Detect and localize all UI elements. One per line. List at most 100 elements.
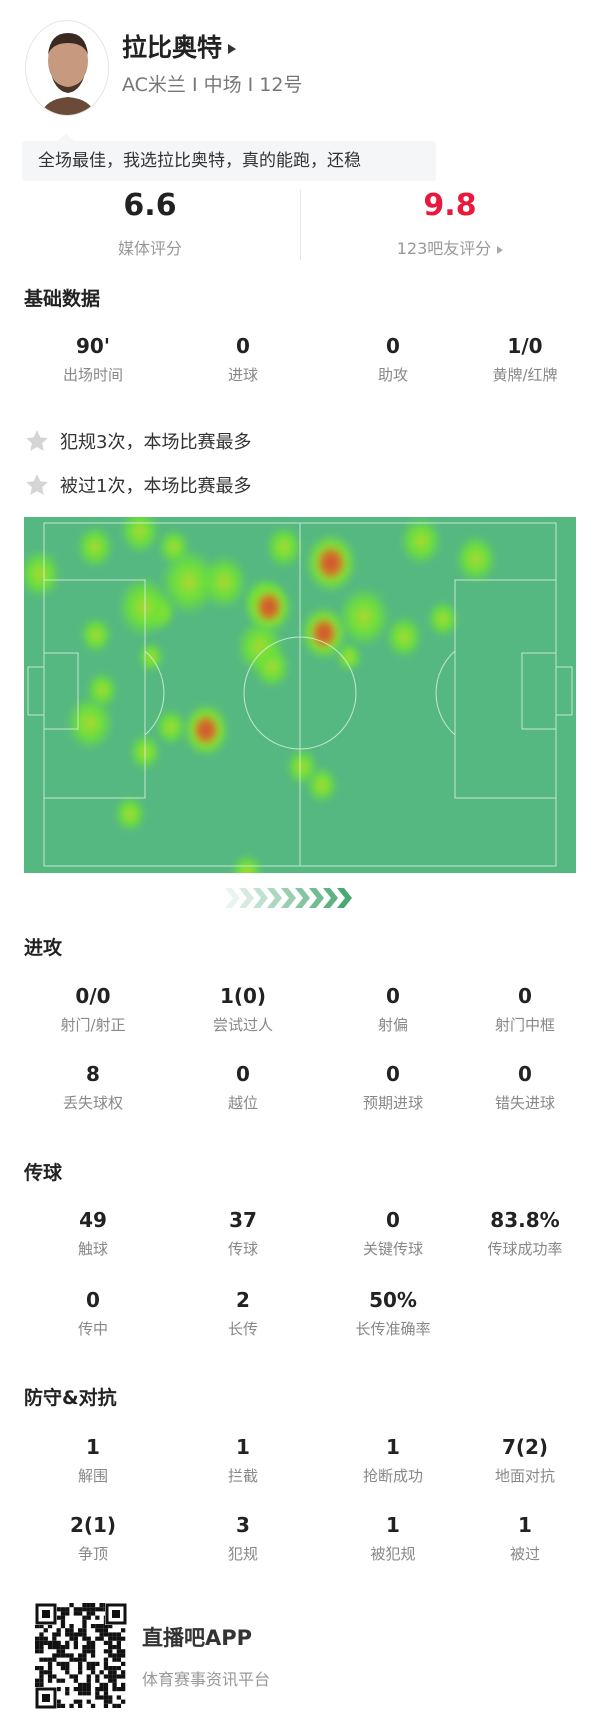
stat-cell: 3 犯规 — [168, 1513, 318, 1564]
stat-label: 传中 — [77, 1320, 108, 1338]
section-title-basic: 基础数据 — [24, 288, 101, 310]
stat-cell: 0 传中 — [18, 1288, 168, 1339]
stat-value: 2(1) — [69, 1513, 117, 1537]
media-rating-value: 6.6 — [123, 188, 177, 223]
stat-cell: 0 射门中框 — [450, 984, 600, 1035]
section-title-defense: 防守&对抗 — [24, 1387, 117, 1409]
app-name: 直播吧APP — [142, 1626, 253, 1650]
heat-spot — [338, 587, 390, 647]
stat-cell: 83.8% 传球成功率 — [450, 1208, 600, 1259]
chevron-right-icon — [239, 888, 254, 908]
stat-value: 1 — [518, 1513, 532, 1537]
heat-spot — [80, 617, 112, 653]
stat-label: 越位 — [227, 1094, 258, 1112]
stat-label: 长传准确率 — [355, 1320, 431, 1338]
heat-spot — [200, 555, 248, 609]
stat-label: 拦截 — [227, 1467, 258, 1485]
chevron-right-icon — [281, 888, 296, 908]
heat-spot — [182, 703, 230, 757]
heat-spot — [265, 526, 303, 568]
stat-value: 0 — [386, 1208, 400, 1232]
stat-cell: 0 预期进球 — [318, 1062, 468, 1113]
stat-value: 49 — [79, 1208, 107, 1232]
heat-spot — [427, 601, 459, 637]
stat-cell: 2(1) 争顶 — [18, 1513, 168, 1564]
player-avatar[interactable] — [25, 20, 109, 116]
stat-value: 0 — [236, 1062, 250, 1086]
stat-cell: 0 助攻 — [318, 334, 468, 385]
stat-label: 被过 — [509, 1545, 540, 1563]
stat-label: 地面对抗 — [494, 1467, 555, 1485]
heat-spot — [19, 550, 61, 598]
stat-cell: 1/0 黄牌/红牌 — [450, 334, 600, 385]
media-rating: 6.6 媒体评分 — [0, 188, 300, 259]
stat-label: 黄牌/红牌 — [492, 366, 558, 384]
stat-value: 1 — [236, 1435, 250, 1459]
stat-cell: 0 进球 — [168, 334, 318, 385]
stat-label: 丢失球权 — [62, 1094, 123, 1112]
section-title-attack: 进攻 — [24, 937, 63, 959]
stat-cell: 0 射偏 — [318, 984, 468, 1035]
stat-value: 8 — [86, 1062, 100, 1086]
stat-label: 被犯规 — [370, 1545, 416, 1563]
stat-value: 0 — [386, 984, 400, 1008]
stat-label: 射偏 — [377, 1016, 408, 1034]
heat-spot — [160, 549, 218, 615]
player-name-link[interactable]: 拉比奥特 — [122, 28, 237, 64]
chevron-right-icon — [253, 888, 268, 908]
heat-spot — [306, 767, 338, 803]
app-slogan: 体育赛事资讯平台 — [142, 1670, 271, 1689]
attack-direction-arrows — [225, 886, 380, 914]
stat-value: 0/0 — [75, 984, 111, 1008]
chevron-right-icon — [337, 888, 352, 908]
fan-rating-label-text: 123吧友评分 — [396, 239, 492, 258]
stat-cell: 0/0 射门/射正 — [18, 984, 168, 1035]
caret-right-icon — [228, 44, 237, 54]
stat-value: 1 — [386, 1435, 400, 1459]
stat-value: 37 — [229, 1208, 257, 1232]
stat-label: 抢断成功 — [362, 1467, 423, 1485]
stat-value: 7(2) — [501, 1435, 549, 1459]
heat-spot — [76, 526, 114, 568]
player-info: AC米兰 I 中场 I 12号 — [122, 74, 303, 96]
stat-value: 1(0) — [219, 984, 267, 1008]
fan-rating[interactable]: 9.8 123吧友评分 — [300, 188, 600, 259]
stat-label: 长传 — [227, 1320, 258, 1338]
stat-label: 传球成功率 — [487, 1240, 563, 1258]
star-icon — [26, 430, 48, 451]
stat-label: 预期进球 — [362, 1094, 423, 1112]
section-title-passing: 传球 — [24, 1162, 63, 1184]
star-icon — [26, 474, 48, 495]
stat-label: 关键传球 — [362, 1240, 423, 1258]
stat-cell: 8 丢失球权 — [18, 1062, 168, 1113]
stat-value: 83.8% — [490, 1208, 560, 1232]
highlight-text: 被过1次，本场比赛最多 — [60, 476, 252, 497]
media-rating-label: 媒体评分 — [117, 239, 182, 258]
stat-label: 出场时间 — [62, 366, 123, 384]
player-name: 拉比奥特 — [122, 33, 223, 62]
qr-code — [35, 1603, 127, 1709]
stat-value: 50% — [369, 1288, 417, 1312]
stat-cell: 7(2) 地面对抗 — [450, 1435, 600, 1486]
heat-spot — [385, 616, 423, 658]
stat-cell: 1 解围 — [18, 1435, 168, 1486]
heat-spot — [118, 577, 170, 637]
stat-cell: 1(0) 尝试过人 — [168, 984, 318, 1035]
chevron-right-icon — [309, 888, 324, 908]
stat-cell: 1 被过 — [450, 1513, 600, 1564]
heatmap — [19, 508, 576, 890]
heat-spot — [155, 709, 187, 745]
fan-rating-value: 9.8 — [423, 188, 477, 223]
stat-cell: 1 抢断成功 — [318, 1435, 468, 1486]
stat-value: 0 — [386, 334, 400, 358]
stat-cell: 0 关键传球 — [318, 1208, 468, 1259]
heat-spot — [114, 796, 146, 832]
stat-cell: 37 传球 — [168, 1208, 318, 1259]
stat-value: 3 — [236, 1513, 250, 1537]
heat-spot — [455, 535, 497, 583]
heat-spot — [336, 642, 362, 672]
stat-label: 射门中框 — [494, 1016, 555, 1034]
stat-label: 触球 — [77, 1240, 108, 1258]
heat-spot — [66, 696, 114, 750]
stat-label: 争顶 — [77, 1545, 108, 1563]
